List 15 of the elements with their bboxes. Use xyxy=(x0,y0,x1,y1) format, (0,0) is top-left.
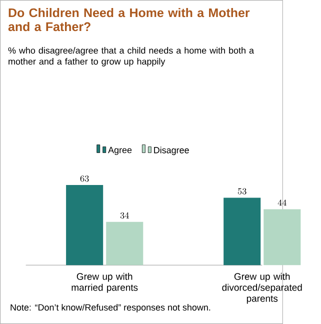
bar xyxy=(66,185,104,266)
data-label: 44 xyxy=(278,200,287,206)
x-tick-label: Grew up with married parents xyxy=(72,272,138,293)
data-label: 34 xyxy=(120,212,130,219)
data-label: 63 xyxy=(80,176,90,182)
bar xyxy=(106,222,144,266)
x-tick-label: Grew up with divorced/separated parents xyxy=(222,272,302,304)
chart-subtitle: % who disagree/agree that a child needs a home with both a mother and a father to grow up happily xyxy=(8,47,254,66)
legend-label: Disagree xyxy=(154,146,190,156)
text: Note: “Don’t know/Refused” responses not shown. xyxy=(10,304,210,312)
chart-title: Do Children Need a Home with a Mother and a Father? xyxy=(8,8,250,32)
bar xyxy=(224,198,261,266)
bar xyxy=(264,209,301,266)
data-label: 53 xyxy=(238,188,247,194)
legend-label: Agree xyxy=(108,146,132,155)
